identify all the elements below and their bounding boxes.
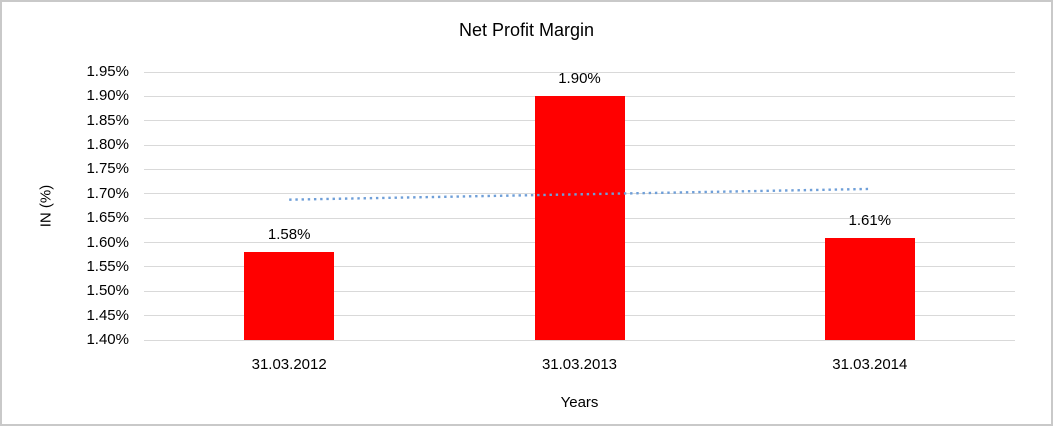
y-tick-label: 1.50%: [86, 282, 129, 300]
y-tick-label: 1.40%: [86, 331, 129, 348]
y-tick-label: 1.90%: [86, 87, 129, 105]
bar: [824, 237, 915, 340]
y-tick-label: 1.80%: [86, 136, 129, 154]
gridline: [144, 71, 1015, 73]
x-category-label: 31.03.2013: [541, 356, 618, 373]
x-category-label: 31.03.2012: [251, 356, 327, 373]
bar: [244, 252, 335, 340]
bar-value-label: 1.90%: [558, 70, 601, 88]
x-category-label: 31.03.2014: [832, 356, 908, 373]
bar-value-label: 1.58%: [267, 226, 311, 244]
x-axis-title: Years: [560, 394, 599, 411]
bar: [534, 96, 625, 340]
y-tick-label: 1.70%: [86, 184, 129, 202]
gridline: [144, 339, 1015, 341]
y-tick-label: 1.65%: [86, 209, 129, 227]
y-tick-label: 1.60%: [86, 233, 129, 251]
y-tick-label: 1.95%: [86, 63, 129, 80]
bar-value-label: 1.61%: [848, 211, 892, 229]
y-tick-label: 1.45%: [86, 306, 129, 324]
y-tick-label: 1.75%: [86, 160, 129, 178]
y-tick-label: 1.55%: [86, 257, 129, 275]
chart-title: Net Profit Margin: [458, 20, 595, 40]
trendline: [289, 187, 870, 201]
y-tick-label: 1.85%: [86, 111, 129, 129]
